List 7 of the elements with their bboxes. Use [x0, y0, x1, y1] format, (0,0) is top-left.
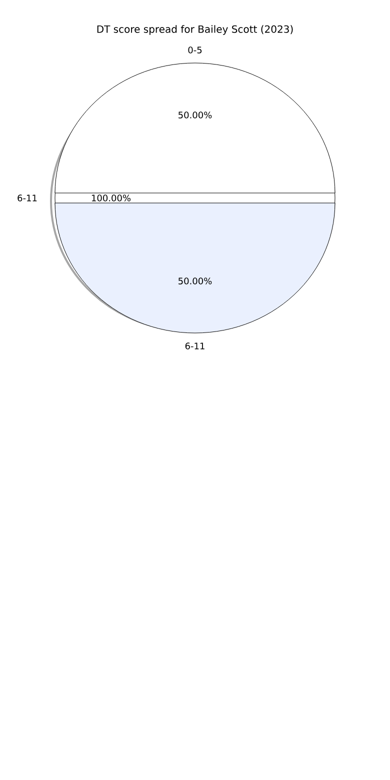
slice-label: 6-11	[18, 194, 37, 202]
chart-title: DT score spread for Bailey Scott (2023)	[97, 25, 293, 35]
data-label: 50.00%	[178, 278, 212, 284]
data-label: 50.00%	[178, 112, 212, 118]
slice-label: 0-5	[188, 46, 202, 54]
slice-label: 6-11	[185, 342, 204, 350]
data-label: 100.00%	[92, 194, 131, 202]
